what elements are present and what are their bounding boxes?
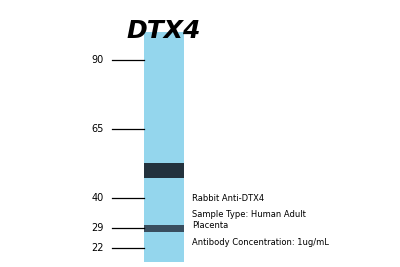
Text: 90: 90: [92, 55, 104, 65]
Bar: [144, 32, 184, 262]
Text: DTX4: DTX4: [127, 19, 201, 43]
Bar: [144, 225, 184, 232]
Bar: [144, 163, 184, 178]
Text: 22: 22: [92, 243, 104, 253]
Text: Sample Type: Human Adult
Placenta: Sample Type: Human Adult Placenta: [192, 210, 306, 230]
Text: Rabbit Anti-DTX4: Rabbit Anti-DTX4: [192, 194, 264, 203]
Text: 29: 29: [92, 223, 104, 233]
Text: 65: 65: [92, 124, 104, 134]
Text: Antibody Concentration: 1ug/mL: Antibody Concentration: 1ug/mL: [192, 238, 329, 247]
Text: 40: 40: [92, 193, 104, 203]
